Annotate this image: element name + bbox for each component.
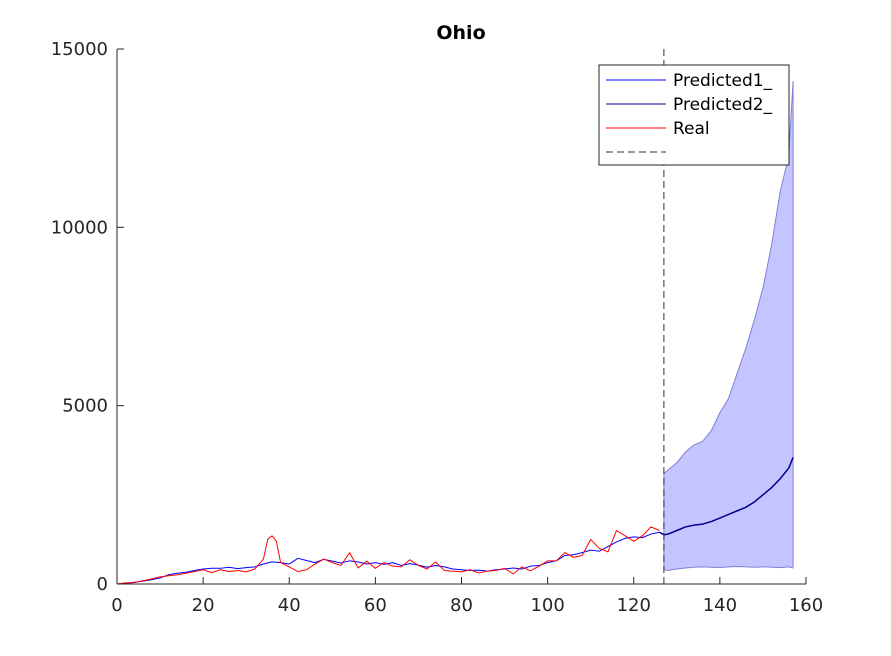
x-tick-label: 60 [364, 595, 387, 616]
y-tick-label: 0 [97, 574, 108, 595]
series-line-predicted2 [659, 457, 794, 536]
legend-label-predicted1: Predicted1_ [673, 71, 773, 91]
y-tick-label: 5000 [62, 396, 108, 417]
x-tick-label: 20 [192, 595, 215, 616]
x-tick-label: 0 [111, 595, 122, 616]
legend: Predicted1_ Predicted2_ Real [598, 64, 790, 166]
x-tick-label: 80 [450, 595, 473, 616]
confidence-band-layer [663, 81, 794, 571]
y-tick-label: 10000 [51, 217, 108, 238]
y-tick-label: 15000 [51, 39, 108, 60]
series-line-real [116, 526, 660, 585]
x-tick-label: 100 [530, 595, 564, 616]
x-tick-label: 160 [789, 595, 823, 616]
confidence-band [663, 81, 794, 571]
legend-label-real: Real [673, 119, 710, 139]
legend-label-predicted2: Predicted2_ [673, 95, 773, 115]
x-tick-label: 140 [703, 595, 737, 616]
legend-box [598, 64, 790, 166]
x-tick-label: 40 [278, 595, 301, 616]
x-tick-label: 120 [617, 595, 651, 616]
chart-title: Ohio [436, 22, 485, 44]
series-layer [116, 457, 794, 585]
axes-layer: 0 20 40 60 80 100 120 140 160 0 5000 10000 15000 [51, 39, 823, 616]
